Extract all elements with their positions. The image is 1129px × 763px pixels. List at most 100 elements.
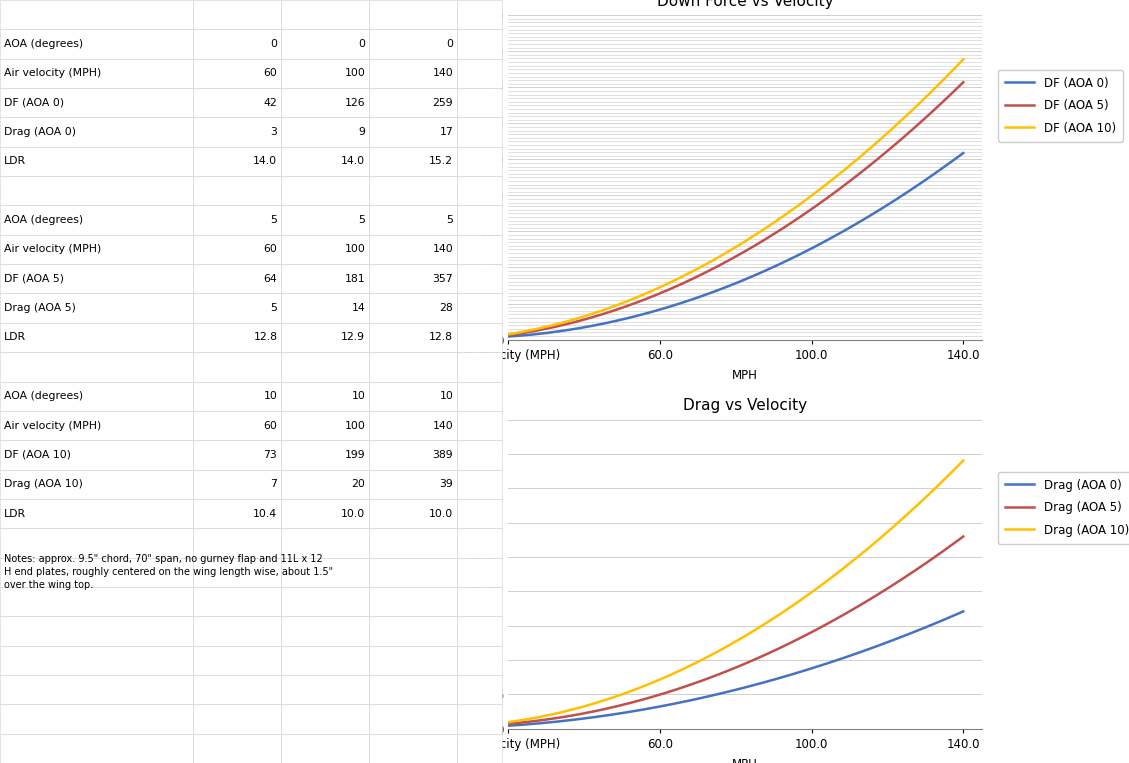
Drag (AOA 10) (780, 605, 794, 614)
Bar (281, 382, 369, 410)
Text: DF (AOA 0): DF (AOA 0) (5, 98, 64, 108)
DF (AOA 0) (501, 332, 515, 341)
Bar (369, 146, 457, 176)
Bar (457, 146, 502, 176)
Text: 0: 0 (270, 39, 278, 49)
X-axis label: MPH: MPH (733, 369, 758, 382)
Text: LDR: LDR (5, 333, 26, 343)
Text: 357: 357 (432, 274, 453, 284)
DF (AOA 5) (501, 330, 515, 340)
Bar (0, 323, 193, 353)
DF (AOA 0) (771, 260, 785, 269)
Drag (AOA 0) (771, 674, 785, 683)
Text: AOA (degrees): AOA (degrees) (5, 391, 84, 401)
Text: 28: 28 (439, 303, 453, 313)
DF (AOA 5) (956, 78, 970, 87)
Text: 12.8: 12.8 (253, 333, 278, 343)
Bar (193, 617, 281, 645)
Drag (AOA 10) (885, 523, 899, 533)
Bar (0, 645, 193, 675)
Bar (369, 382, 457, 410)
Bar (281, 0, 369, 29)
Bar (457, 558, 502, 587)
Line: Drag (AOA 0): Drag (AOA 0) (508, 611, 963, 726)
DF (AOA 5) (885, 143, 899, 152)
Bar (369, 675, 457, 704)
Bar (369, 528, 457, 558)
Bar (193, 704, 281, 734)
DF (AOA 10) (780, 209, 794, 218)
Bar (193, 410, 281, 440)
Bar (457, 118, 502, 146)
Text: 7: 7 (271, 479, 278, 489)
DF (AOA 10) (956, 55, 970, 64)
Text: 10: 10 (351, 391, 366, 401)
Bar (193, 353, 281, 382)
Bar (369, 88, 457, 118)
Bar (0, 176, 193, 205)
Bar (0, 382, 193, 410)
Text: 3: 3 (271, 127, 278, 137)
Legend: DF (AOA 0), DF (AOA 5), DF (AOA 10): DF (AOA 0), DF (AOA 5), DF (AOA 10) (998, 69, 1123, 142)
Text: 12.9: 12.9 (341, 333, 366, 343)
X-axis label: MPH: MPH (733, 758, 758, 763)
Bar (369, 353, 457, 382)
Text: 14.0: 14.0 (253, 156, 278, 166)
Bar (193, 0, 281, 29)
Bar (457, 264, 502, 294)
Drag (AOA 0) (913, 625, 927, 634)
Text: 199: 199 (344, 450, 366, 460)
Bar (457, 323, 502, 353)
Bar (0, 235, 193, 264)
Text: 60: 60 (263, 244, 278, 254)
Bar (457, 0, 502, 29)
Bar (281, 235, 369, 264)
Bar (193, 382, 281, 410)
Text: Air velocity (MPH): Air velocity (MPH) (5, 420, 102, 430)
Bar (457, 528, 502, 558)
Bar (0, 410, 193, 440)
Text: 10.0: 10.0 (429, 509, 453, 519)
Bar (457, 617, 502, 645)
Line: DF (AOA 5): DF (AOA 5) (508, 82, 963, 335)
Bar (0, 264, 193, 294)
Bar (369, 264, 457, 294)
Drag (AOA 5) (780, 640, 794, 649)
Bar (457, 353, 502, 382)
Bar (0, 88, 193, 118)
Bar (281, 264, 369, 294)
Bar (369, 587, 457, 617)
Text: 17: 17 (439, 127, 453, 137)
Drag (AOA 0) (772, 674, 786, 683)
Text: 73: 73 (263, 450, 278, 460)
Text: 60: 60 (263, 69, 278, 79)
Text: 5: 5 (271, 303, 278, 313)
Text: 140: 140 (432, 69, 453, 79)
DF (AOA 0) (780, 256, 794, 266)
Bar (457, 675, 502, 704)
Bar (193, 205, 281, 235)
Bar (457, 410, 502, 440)
Bar (457, 645, 502, 675)
Bar (281, 617, 369, 645)
Drag (AOA 5) (913, 562, 927, 571)
Text: 389: 389 (432, 450, 453, 460)
Bar (457, 440, 502, 469)
DF (AOA 0) (913, 179, 927, 188)
DF (AOA 5) (780, 221, 794, 230)
Bar (369, 410, 457, 440)
Bar (281, 410, 369, 440)
Bar (193, 146, 281, 176)
Bar (281, 734, 369, 763)
Text: Notes: approx. 9.5" chord, 70" span, no gurney flap and 11L x 12
H end plates, r: Notes: approx. 9.5" chord, 70" span, no … (5, 554, 333, 591)
Bar (281, 176, 369, 205)
Drag (AOA 10) (502, 717, 516, 726)
Text: 100: 100 (344, 420, 366, 430)
Drag (AOA 0) (885, 636, 899, 645)
Text: Drag (AOA 5): Drag (AOA 5) (5, 303, 76, 313)
Text: 100: 100 (344, 244, 366, 254)
Drag (AOA 0) (502, 721, 516, 730)
Bar (193, 587, 281, 617)
Bar (281, 118, 369, 146)
Bar (457, 499, 502, 528)
